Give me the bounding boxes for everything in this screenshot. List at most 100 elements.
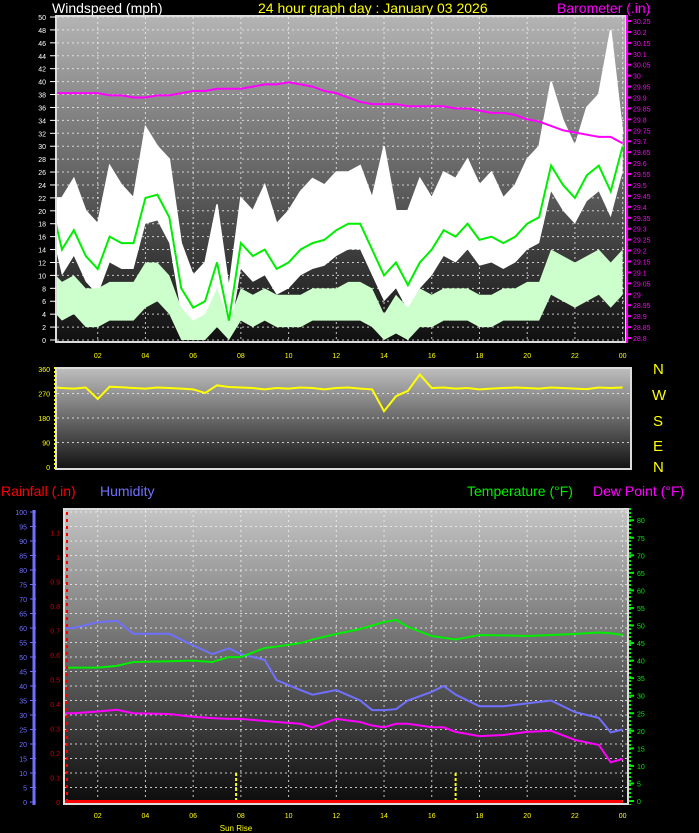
barometer-axis-title: Barometer (.in) — [557, 0, 650, 16]
humidity-tick-label: 90 — [19, 539, 27, 546]
rainfall-tick-label: 0.5 — [50, 678, 60, 685]
wind-time-label: 10 — [285, 353, 293, 360]
wind-time-label: 08 — [237, 353, 245, 360]
climate-time-label: 18 — [476, 813, 484, 820]
barometer-tick-label: 30.05 — [633, 63, 651, 70]
temperature-tick-label: 40 — [637, 659, 645, 666]
humidity-tick-label: 0 — [23, 800, 27, 807]
climate-time-label: 02 — [94, 813, 102, 820]
barometer-tick-label: 29.6 — [633, 161, 647, 168]
humidity-tick-label: 75 — [19, 583, 27, 590]
humidity-tick-label: 85 — [19, 554, 27, 561]
temperature-tick-label: 45 — [637, 641, 645, 648]
rainfall-tick-label: 0.9 — [50, 580, 60, 587]
climate-time-label: 20 — [523, 813, 531, 820]
humidity-tick-label: 20 — [19, 742, 27, 749]
rainfall-tick-label: 0.7 — [50, 629, 60, 636]
barometer-tick-label: 29.25 — [633, 238, 651, 245]
wind-tick-label: 36 — [38, 105, 46, 112]
wind-tick-label: 44 — [38, 54, 46, 61]
wind-tick-label: 16 — [38, 235, 46, 242]
wind-time-label: 20 — [523, 353, 531, 360]
temperature-tick-label: 70 — [637, 553, 645, 560]
temperature-tick-label: 35 — [637, 676, 645, 683]
barometer-tick-label: 29.85 — [633, 106, 651, 113]
rainfall-tick-label: 0.4 — [50, 702, 60, 709]
temperature-legend: Temperature (°F) — [467, 483, 573, 499]
climate-time-label: 14 — [380, 813, 388, 820]
rainfall-tick-label: 0.3 — [50, 727, 60, 734]
barometer-tick-label: 29.3 — [633, 227, 647, 234]
wind-tick-label: 18 — [38, 222, 46, 229]
wind-gust-area — [57, 29, 623, 340]
climate-time-label: 04 — [142, 813, 150, 820]
temperature-line — [65, 618, 623, 669]
wind-time-label: 18 — [476, 353, 484, 360]
humidity-tick-label: 55 — [19, 641, 27, 648]
temperature-tick-label: 60 — [637, 588, 645, 595]
barometer-tick-label: 30.25 — [633, 19, 651, 26]
rainfall-tick-label: 0.6 — [50, 653, 60, 660]
barometer-tick-label: 29.35 — [633, 216, 651, 223]
humidity-tick-label: 30 — [19, 713, 27, 720]
barometer-tick-label: 28.95 — [633, 303, 651, 310]
wind-speed-area — [57, 249, 623, 340]
temperature-tick-label: 30 — [637, 694, 645, 701]
barometer-tick-label: 29.75 — [633, 128, 651, 135]
barometer-tick-label: 29.2 — [633, 249, 647, 256]
climate-time-label: 16 — [428, 813, 436, 820]
barometer-tick-label: 30.1 — [633, 52, 647, 59]
humidity-tick-label: 100 — [15, 510, 27, 517]
rainfall-tick-label: 0.8 — [50, 604, 60, 611]
wind-time-label: 14 — [380, 353, 388, 360]
barometer-tick-label: 29.55 — [633, 172, 651, 179]
barometer-tick-label: 29.5 — [633, 183, 647, 190]
sunrise-label: Sun Rise — [220, 824, 253, 833]
wind-time-label: 16 — [428, 353, 436, 360]
barometer-tick-label: 30.2 — [633, 30, 647, 37]
wind-tick-label: 14 — [38, 248, 46, 255]
barometer-tick-label: 28.8 — [633, 336, 647, 343]
direction-tick-label: 360 — [38, 367, 50, 374]
wind-tick-label: 26 — [38, 170, 46, 177]
wind-axis-title: Windspeed (mph) — [52, 0, 163, 16]
rainfall-tick-label: 0 — [56, 800, 60, 807]
humidity-tick-label: 5 — [23, 786, 27, 793]
wind-time-label: 06 — [189, 353, 197, 360]
barometer-tick-label: 29.7 — [633, 139, 647, 146]
direction-label-s: S — [653, 413, 663, 430]
climate-time-label: 00 — [619, 813, 627, 820]
temperature-tick-label: 65 — [637, 571, 645, 578]
humidity-tick-label: 40 — [19, 684, 27, 691]
wind-time-label: 12 — [332, 353, 340, 360]
wind-tick-label: 50 — [38, 15, 46, 22]
dewpoint-legend: Dew Point (°F) — [593, 483, 684, 499]
direction-tick-label: 270 — [38, 392, 50, 399]
humidity-line — [65, 619, 623, 734]
temperature-tick-label: 5 — [637, 781, 641, 788]
climate-time-label: 08 — [237, 813, 245, 820]
temperature-tick-label: 25 — [637, 711, 645, 718]
wind-tick-label: 48 — [38, 28, 46, 35]
climate-time-label: 06 — [189, 813, 197, 820]
wind-tick-label: 4 — [42, 312, 46, 319]
rainfall-tick-label: 0.2 — [50, 751, 60, 758]
barometer-tick-label: 30.15 — [633, 41, 651, 48]
wind-gust-line — [57, 29, 624, 289]
temperature-tick-label: 55 — [637, 606, 645, 613]
temperature-tick-label: 15 — [637, 746, 645, 753]
humidity-tick-label: 95 — [19, 525, 27, 532]
wind-tick-label: 38 — [38, 93, 46, 100]
dewpoint-line — [65, 708, 623, 764]
wind-time-label: 02 — [94, 353, 102, 360]
wind-tick-label: 2 — [42, 325, 46, 332]
humidity-tick-label: 25 — [19, 728, 27, 735]
wind-tick-label: 42 — [38, 67, 46, 74]
humidity-tick-label: 10 — [19, 771, 27, 778]
wind-average-line — [57, 145, 624, 321]
barometer-tick-label: 29.15 — [633, 259, 651, 266]
barometer-tick-label: 29.9 — [633, 96, 647, 103]
wind-tick-label: 10 — [38, 273, 46, 280]
wind-direction-line — [57, 372, 623, 413]
